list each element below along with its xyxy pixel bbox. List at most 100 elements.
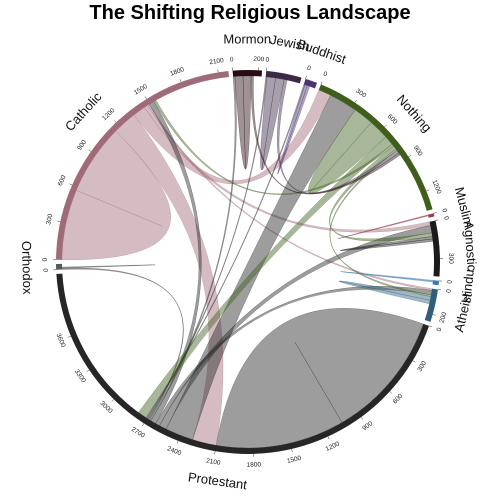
ribbon-protestant-to-mormon: [149, 76, 237, 421]
ribbon-layer: [61, 75, 434, 449]
tick-label-protestant-0: 0: [436, 326, 444, 332]
tick-mark-protestant-3600: [68, 335, 71, 338]
tick-mark-catholic-1500: [144, 96, 147, 100]
tick-label-orthodox-0: 0: [41, 268, 48, 272]
tick-mark-nothing-600: [384, 124, 387, 128]
group-arc-orthodox: [56, 263, 63, 270]
ribbon-buddhist-to-buddhist: [277, 84, 310, 175]
tick-mark-nothing-900: [408, 155, 412, 158]
tick-label-buddhist-0: 0: [306, 65, 312, 73]
group-arc-catholic: [56, 71, 230, 260]
tick-label-protestant-3600: 3600: [55, 332, 67, 348]
ribbon-protestant-to-jewish: [146, 76, 268, 420]
ribbon-atheist-to-atheist: [338, 280, 431, 305]
tick-mark-catholic-600: [69, 183, 73, 186]
tick-mark-protestant-300: [412, 360, 416, 363]
tick-mark-catholic-1200: [113, 120, 117, 123]
group-label-catholic: Catholic: [62, 89, 105, 134]
ribbon-protestant-to-protestant: [215, 308, 424, 449]
ribbon-mormon-to-nothing: [250, 75, 401, 195]
tick-label-catholic-300: 300: [45, 213, 54, 225]
tick-label-protestant-2100: 2100: [206, 458, 222, 467]
tick-label-nothing-900: 900: [412, 145, 424, 158]
group-label-mormon: Mormon: [223, 31, 271, 46]
tick-mark-protestant-1200: [327, 436, 330, 440]
tick-mark-nothing-300: [354, 99, 357, 103]
group-arc-hindu: [432, 280, 440, 286]
tick-mark-protestant-2400: [176, 440, 179, 444]
tick-label-nothing-300: 300: [354, 88, 367, 100]
tick-mark-nothing-1200: [426, 189, 430, 192]
tick-label-protestant-3000: 3000: [98, 400, 114, 415]
tick-label-agnostic-300: 300: [447, 253, 454, 264]
ribbon-catholic-to-protestant: [115, 114, 224, 446]
tick-label-protestant-2400: 2400: [166, 445, 182, 457]
tick-mark-agnostic-0: [435, 219, 439, 221]
ribbon-orthodox-to-orthodox: [61, 264, 156, 269]
tick-label-protestant-900: 900: [361, 420, 374, 432]
tick-label-catholic-600: 600: [57, 174, 68, 187]
group-arc-layer: [56, 69, 440, 455]
tick-label-protestant-3300: 3300: [73, 368, 87, 384]
tick-label-nothing-1200: 1200: [430, 179, 442, 195]
ribbon-protestant-to-catholic: [148, 101, 202, 424]
tick-mark-protestant-2700: [142, 423, 145, 427]
tick-label-protestant-1800: 1800: [246, 461, 261, 468]
group-label-hindu: Hindu: [458, 269, 477, 304]
tick-label-mormon-200: 200: [253, 56, 265, 64]
group-arc-buddhist: [303, 78, 318, 89]
group-label-jewish: Jewish: [269, 32, 311, 54]
tick-mark-protestant-3000: [111, 399, 115, 402]
ribbon-muslim-to-muslim: [337, 214, 429, 239]
tick-label-nothing-600: 600: [386, 113, 399, 126]
group-label-protestant: Protestant: [187, 469, 248, 492]
group-label-buddhist: Buddhist: [295, 36, 348, 67]
tick-label-hindu-0: 0: [447, 279, 454, 284]
tick-label-catholic-900: 900: [76, 139, 88, 152]
tick-label-protestant-1500: 1500: [286, 455, 302, 465]
tick-label-atheist-200: 200: [439, 311, 449, 324]
tick-label-catholic-1200: 1200: [101, 107, 117, 122]
tick-label-catholic-1800: 1800: [169, 66, 185, 78]
group-label-orthodox: Orthodox: [19, 241, 35, 295]
ribbon-protestant-to-buddhist: [145, 84, 306, 419]
tick-mark-buddhist-0: [305, 75, 307, 79]
tick-mark-nothing-0: [320, 81, 323, 85]
group-arc-muslim: [427, 213, 435, 218]
group-arc-atheist: [424, 288, 439, 322]
ribbon-nothing-to-catholic: [153, 100, 394, 195]
tick-mark-catholic-900: [88, 149, 92, 152]
tick-mark-protestant-900: [360, 416, 364, 420]
tick-label-protestant-600: 600: [392, 392, 405, 405]
group-label-atheist: Atheist: [451, 291, 475, 333]
tick-label-mormon-0: 0: [230, 56, 235, 63]
tick-label-muslim-0: 0: [440, 208, 448, 214]
ribbon-mormon-to-mormon: [234, 75, 252, 170]
tick-label-catholic-1500: 1500: [133, 83, 149, 97]
tick-label-protestant-2700: 2700: [130, 426, 146, 440]
tick-mark-protestant-600: [389, 391, 393, 394]
tick-mark-catholic-1800: [179, 79, 182, 83]
tick-label-atheist-0: 0: [445, 288, 453, 293]
tick-label-nothing-0: 0: [322, 71, 328, 79]
chart-title: The Shifting Religious Landscape: [89, 2, 411, 24]
tick-label-catholic-2100: 2100: [209, 57, 225, 66]
ribbon-protestant-to-nothing: [165, 95, 356, 440]
tick-label-catholic-0: 0: [42, 257, 49, 261]
group-arc-mormon: [232, 69, 263, 77]
group-arc-jewish: [265, 70, 302, 84]
tick-mark-protestant-0: [428, 325, 432, 328]
group-label-nothing: Nothing: [394, 92, 435, 135]
tick-mark-protestant-3300: [86, 369, 90, 372]
tick-label-jewish-0: 0: [265, 56, 270, 63]
tick-mark-muslim-0: [433, 212, 437, 214]
tick-mark-protestant-1500: [291, 448, 293, 452]
tick-label-agnostic-0: 0: [442, 216, 450, 221]
group-arc-agnostic: [429, 220, 440, 277]
tick-label-protestant-1200: 1200: [325, 440, 341, 453]
tick-mark-atheist-200: [432, 314, 436, 316]
tick-mark-catholic-300: [57, 220, 61, 222]
tick-label-protestant-300: 300: [417, 360, 429, 373]
ribbon-nothing-to-nothing: [308, 109, 387, 194]
